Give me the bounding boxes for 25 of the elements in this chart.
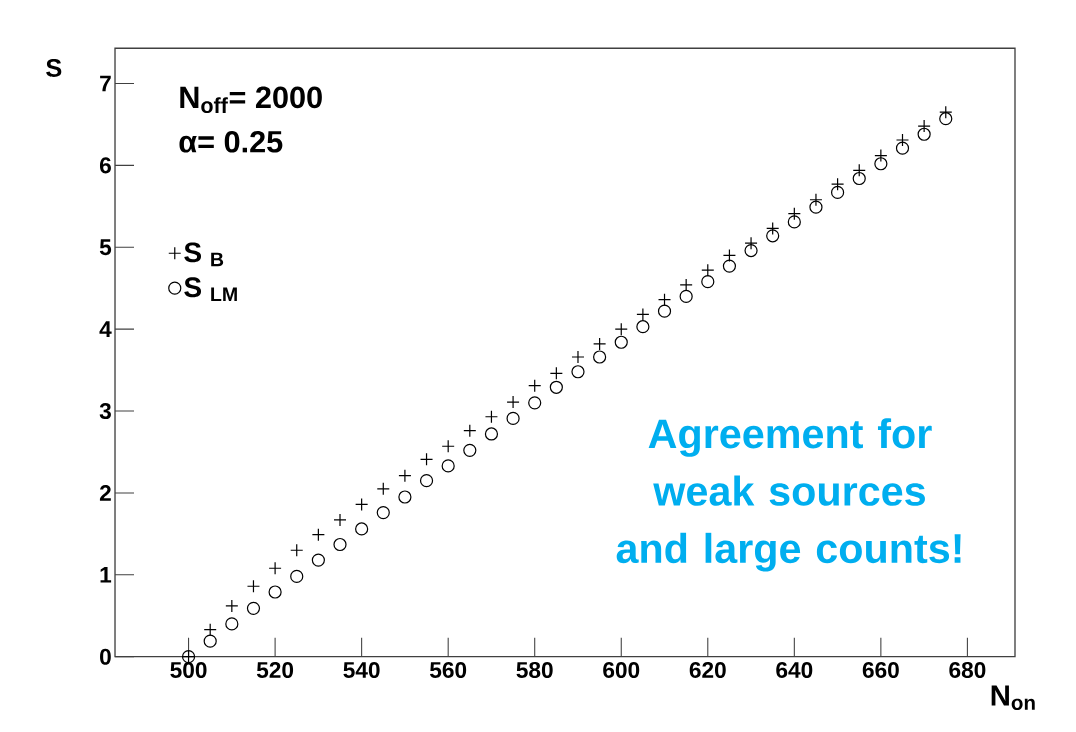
y-tick-label: 3 <box>99 402 111 420</box>
legend-label: S $_{LM}$ <box>184 277 237 302</box>
legend-label: S $_{B}$ <box>184 242 224 267</box>
x-tick-label: 600 <box>603 661 640 679</box>
y-tick-label: 6 <box>99 157 111 174</box>
x-tick-label: 660 <box>862 661 899 679</box>
x-axis-title: N$_{on}$ <box>991 685 1035 710</box>
y-tick-label: 2 <box>99 485 111 501</box>
annotation: Agreement for weak sources and large counts! <box>616 418 961 572</box>
y-tick-label: 0 <box>100 648 111 665</box>
x-tick-label: 680 <box>949 661 986 679</box>
x-tick-label: 640 <box>776 661 813 679</box>
x-tick-label: 560 <box>429 661 467 679</box>
x-tick-label: 580 <box>516 661 553 679</box>
x-tick-label: 520 <box>256 661 294 679</box>
annotation: N$_{off}$= 2000 <box>180 86 322 114</box>
x-tick-label: 620 <box>689 661 726 679</box>
y-tick-label: 4 <box>99 321 112 337</box>
y-tick-label: 7 <box>100 75 111 92</box>
y-tick-label: 5 <box>99 239 112 256</box>
y-tick-label: 1 <box>100 567 112 583</box>
x-tick-label: 500 <box>170 661 207 679</box>
x-tick-label: 540 <box>343 661 380 679</box>
y-axis-title: S <box>46 59 62 77</box>
annotation: α= 0.25 <box>179 130 283 153</box>
